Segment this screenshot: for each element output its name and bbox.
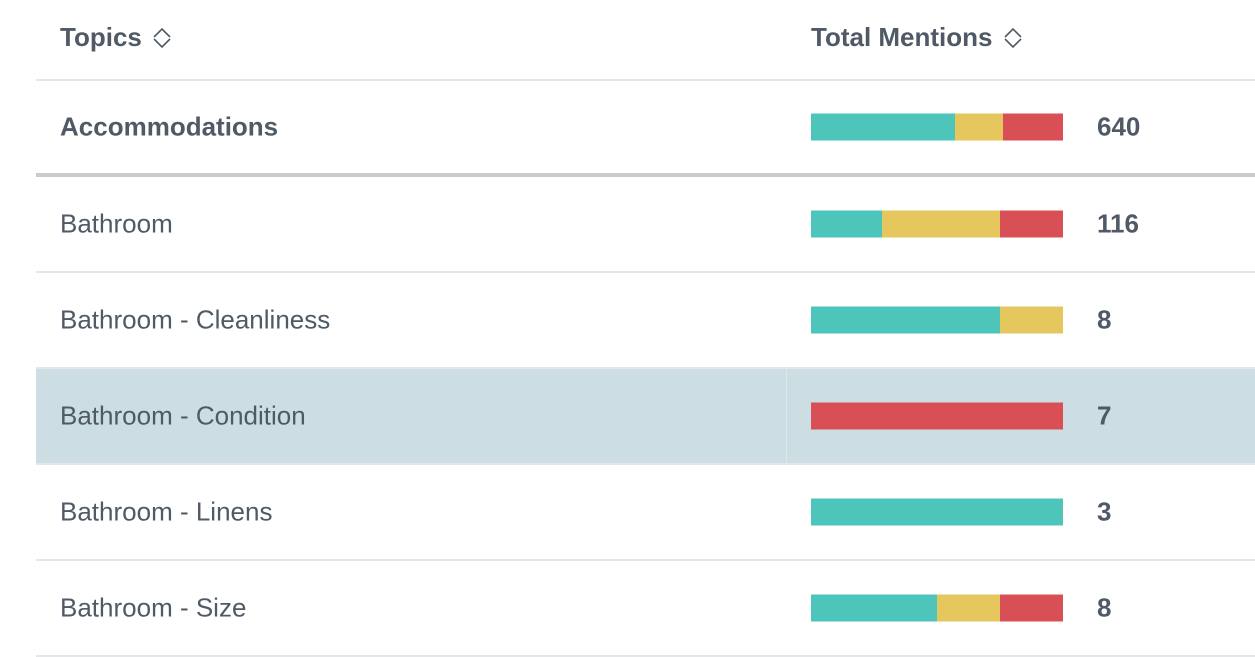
table-row-bathroom-cleanliness[interactable]: Bathroom - Cleanliness 8 (36, 273, 1255, 369)
sort-icon[interactable] (152, 26, 172, 50)
total-mentions-column-header[interactable]: Total Mentions (811, 22, 1023, 53)
table-row-bathroom-linens[interactable]: Bathroom - Linens 3 (36, 465, 1255, 561)
topics-table: Topics Total Mentions Accommodations 640… (36, 0, 1255, 657)
positive-segment (811, 594, 937, 622)
topics-header-label: Topics (60, 22, 142, 52)
topic-name: Bathroom - Linens (60, 496, 273, 527)
mention-count: 7 (1097, 400, 1112, 431)
neutral-segment (1000, 306, 1063, 334)
topic-name: Bathroom - Cleanliness (60, 304, 331, 335)
sort-icon[interactable] (1003, 26, 1023, 50)
mention-count: 640 (1097, 111, 1141, 142)
table-row-bathroom-condition[interactable]: Bathroom - Condition 7 (36, 369, 1255, 465)
sentiment-bar (811, 498, 1063, 526)
table-row-bathroom[interactable]: Bathroom 116 (36, 177, 1255, 273)
negative-segment (999, 210, 1063, 238)
sentiment-bar (811, 594, 1063, 622)
topic-name: Bathroom - Condition (60, 400, 306, 431)
neutral-segment (881, 210, 1000, 238)
negative-segment (811, 402, 1063, 430)
topic-name: Bathroom (60, 208, 173, 239)
neutral-segment (937, 594, 1000, 622)
mention-count: 8 (1097, 592, 1112, 623)
positive-segment (811, 306, 1000, 334)
table-row-accommodations[interactable]: Accommodations 640 (36, 81, 1255, 177)
sentiment-bar (811, 210, 1063, 238)
column-divider (786, 369, 787, 463)
positive-segment (811, 498, 1063, 526)
topic-name: Accommodations (60, 111, 279, 142)
mention-count: 8 (1097, 304, 1112, 335)
table-row-bathroom-size[interactable]: Bathroom - Size 8 (36, 561, 1255, 657)
mention-count: 3 (1097, 496, 1112, 527)
negative-segment (1002, 113, 1063, 141)
sentiment-bar (811, 113, 1063, 141)
table-header: Topics Total Mentions (36, 0, 1255, 81)
positive-segment (811, 210, 882, 238)
topic-name: Bathroom - Size (60, 592, 247, 623)
positive-segment (811, 113, 955, 141)
sentiment-bar (811, 306, 1063, 334)
sentiment-bar (811, 402, 1063, 430)
total-mentions-header-label: Total Mentions (811, 22, 993, 52)
neutral-segment (954, 113, 1003, 141)
negative-segment (1000, 594, 1063, 622)
mention-count: 116 (1097, 208, 1139, 239)
topics-column-header[interactable]: Topics (60, 22, 172, 53)
